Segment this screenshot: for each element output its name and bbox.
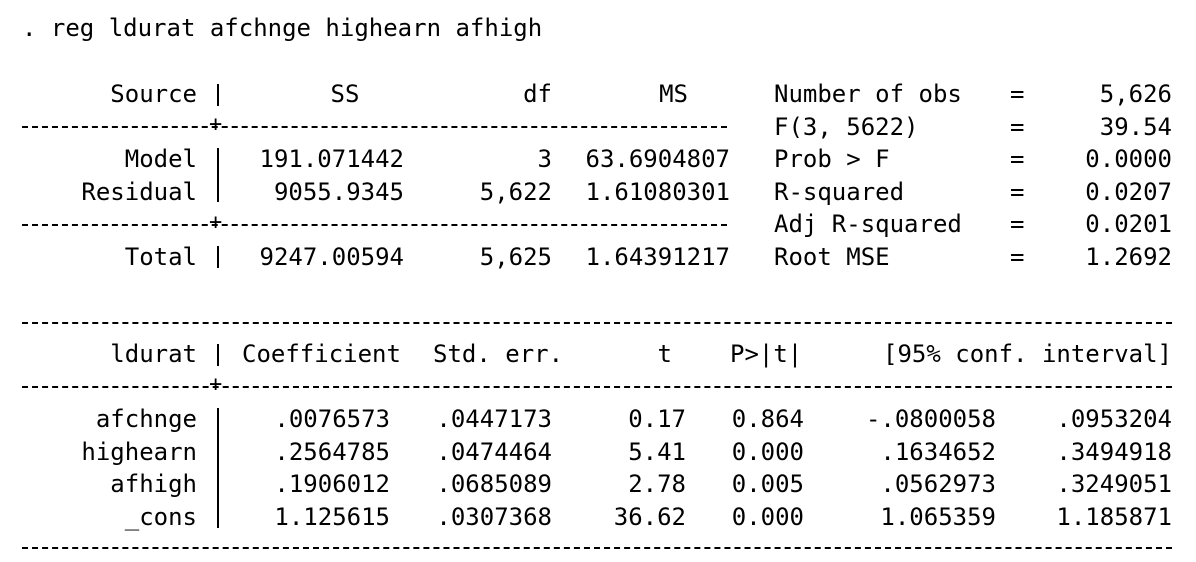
- coef-row-ci-high: .3249051: [1056, 470, 1172, 498]
- command-line: . reg ldurat afchnge highearn afhigh: [22, 14, 543, 42]
- stat-eq: =: [1010, 210, 1025, 238]
- coef-header-t: t: [657, 340, 672, 368]
- coef-row-ci-high: .3494918: [1056, 438, 1172, 466]
- coef-row-coefficient: .0076573: [274, 405, 390, 433]
- coef-row-p: 0.000: [731, 438, 804, 466]
- coef-row-var: afchnge: [95, 405, 197, 433]
- coef-row-stderr: .0447173: [436, 405, 552, 433]
- stat-eq: =: [1010, 113, 1025, 141]
- anova-separator-top: [22, 126, 727, 128]
- coef-row-var: highearn: [81, 438, 197, 466]
- coef-row-ci-high: 1.185871: [1056, 503, 1172, 531]
- coef-row-t: 5.41: [628, 438, 686, 466]
- coef-row-p: 0.000: [731, 503, 804, 531]
- coef-separator-mid: [22, 386, 1172, 388]
- coef-row-coefficient: 1.125615: [274, 503, 390, 531]
- anova-row-ss: 9247.00594: [259, 243, 405, 271]
- anova-vbar: [217, 246, 219, 268]
- coef-row-ci-high: .0953204: [1056, 405, 1172, 433]
- coef-header-coef: Coefficient: [242, 340, 401, 368]
- coef-separator-top: [22, 322, 1172, 324]
- anova-header-source: Source: [110, 80, 197, 108]
- stat-label: Adj R-squared: [774, 210, 962, 238]
- coef-row-ci-low: 1.065359: [880, 503, 996, 531]
- coef-header-se: Std. err.: [433, 340, 564, 368]
- stat-value: 5,626: [1099, 80, 1172, 108]
- stat-label: R-squared: [774, 178, 905, 206]
- anova-vbar: [217, 148, 219, 202]
- stat-value: 0.0000: [1085, 145, 1172, 173]
- coef-row-p: 0.864: [731, 405, 804, 433]
- coef-header-var: ldurat: [110, 340, 197, 368]
- coef-row-ci-low: .1634652: [880, 438, 996, 466]
- anova-row-ms: 63.6904807: [585, 145, 731, 173]
- anova-separator-cross-bottom: +: [209, 210, 223, 235]
- anova-header-df: df: [523, 80, 552, 108]
- coef-row-ci-low: .0562973: [880, 470, 996, 498]
- stat-eq: =: [1010, 80, 1025, 108]
- coef-row-ci-low: -.0800058: [865, 405, 996, 433]
- anova-header-ss: SS: [330, 80, 360, 108]
- coef-row-stderr: .0307368: [436, 503, 552, 531]
- stat-value: 39.54: [1099, 113, 1172, 141]
- coef-row-coefficient: .1906012: [274, 470, 390, 498]
- coef-row-p: 0.005: [731, 470, 804, 498]
- stat-eq: =: [1010, 178, 1025, 206]
- coef-row-var: afhigh: [110, 470, 197, 498]
- anova-row-ms: 1.64391217: [585, 243, 731, 271]
- anova-separator-cross-top: +: [209, 112, 223, 137]
- anova-row-ss: 9055.9345: [273, 178, 404, 206]
- anova-row-source: Total: [124, 243, 197, 271]
- coef-vbar: [217, 408, 219, 528]
- stat-label: Prob > F: [774, 145, 890, 173]
- coef-vbar: [217, 344, 219, 366]
- coef-separator-cross: +: [209, 372, 223, 397]
- stat-eq: =: [1010, 145, 1025, 173]
- stat-value: 0.0207: [1085, 178, 1172, 206]
- stat-value: 0.0201: [1085, 210, 1172, 238]
- coef-row-stderr: .0685089: [436, 470, 552, 498]
- anova-row-ms: 1.61080301: [585, 178, 731, 206]
- anova-row-df: 5,622: [479, 178, 552, 206]
- stat-eq: =: [1010, 243, 1025, 271]
- coef-row-t: 0.17: [628, 405, 686, 433]
- coef-separator-bottom: [22, 547, 1172, 549]
- coef-row-t: 36.62: [613, 503, 686, 531]
- anova-separator-bottom: [22, 224, 727, 226]
- anova-row-source: Residual: [81, 178, 197, 206]
- anova-row-ss: 191.071442: [259, 145, 405, 173]
- stat-label: F(3, 5622): [774, 113, 919, 141]
- anova-row-df: 3: [537, 145, 552, 173]
- coef-row-stderr: .0474464: [436, 438, 552, 466]
- stat-label: Number of obs: [774, 80, 962, 108]
- coef-row-t: 2.78: [628, 470, 686, 498]
- coef-header-ci: [95% conf. interval]: [883, 340, 1172, 368]
- coef-row-var: _cons: [124, 503, 197, 531]
- anova-vbar: [217, 84, 219, 106]
- coef-row-coefficient: .2564785: [274, 438, 390, 466]
- coef-header-p: P>|t|: [730, 340, 803, 368]
- stat-label: Root MSE: [774, 243, 890, 271]
- stat-value: 1.2692: [1085, 243, 1172, 271]
- anova-row-df: 5,625: [479, 243, 552, 271]
- anova-header-ms: MS: [659, 80, 688, 108]
- anova-row-source: Model: [124, 145, 197, 173]
